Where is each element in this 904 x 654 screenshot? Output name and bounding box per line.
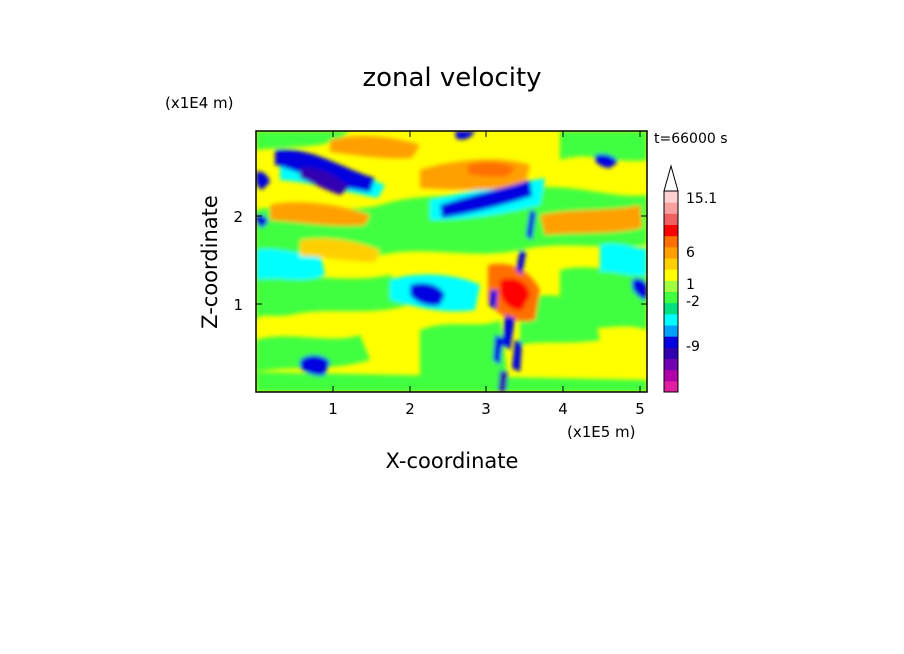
contour-field: [256, 131, 647, 392]
colorbar-band: [664, 246, 678, 259]
colorbar-band: [664, 325, 678, 337]
colorbar: 15.1 6 1 -2 -9: [663, 164, 717, 393]
colorbar-band: [664, 291, 678, 304]
colorbar-band: [664, 213, 678, 225]
colorbar-band: [664, 358, 678, 371]
colorbar-band: [664, 269, 678, 281]
green-regions: [256, 131, 647, 392]
plot-frame: [255, 130, 648, 393]
colorbar-band: [664, 380, 678, 393]
x-axis-ticks: 1 2 3 4 5: [328, 131, 645, 418]
colorbar-band: [664, 369, 678, 382]
colorbar-label: -2: [686, 294, 700, 310]
time-label: t=66000 s: [654, 131, 728, 147]
blue-regions: [256, 131, 647, 392]
x-tick-label: 4: [558, 400, 568, 418]
colorbar-band: [664, 302, 678, 315]
x-tick-label: 1: [328, 400, 338, 418]
colorbar-band: [664, 235, 678, 248]
colorbar-band: [664, 202, 678, 214]
colorbar-frame: [663, 190, 679, 393]
colorbar-band: [664, 336, 678, 348]
colorbar-label: 15.1: [686, 191, 717, 207]
x-tick-label: 2: [405, 400, 415, 418]
colorbar-band: [664, 347, 678, 359]
colorbar-band: [664, 224, 678, 237]
x-tick-label: 3: [481, 400, 491, 418]
colorbar-band: [664, 258, 678, 270]
y-tick-label: 2: [233, 208, 243, 226]
chart-title: zonal velocity: [362, 63, 541, 93]
red-regions: [468, 162, 530, 311]
colorbar-extend-arrow: [663, 164, 679, 192]
y-axis-ticks: 1 2: [233, 208, 647, 314]
y-scale-label: (x1E4 m): [165, 94, 234, 112]
y-axis-label: Z-coordinate: [198, 195, 222, 329]
x-scale-label: (x1E5 m): [567, 423, 636, 441]
colorbar-label: 6: [686, 245, 695, 261]
colorbar-bands: [664, 191, 678, 393]
colorbar-label: -9: [686, 339, 700, 355]
colorbar-band: [664, 191, 678, 203]
x-tick-label: 5: [635, 400, 645, 418]
colorbar-band: [664, 280, 678, 292]
x-axis-label: X-coordinate: [386, 449, 519, 473]
colorbar-band: [664, 313, 678, 326]
colorbar-label: 1: [686, 277, 695, 293]
y-tick-label: 1: [233, 296, 243, 314]
